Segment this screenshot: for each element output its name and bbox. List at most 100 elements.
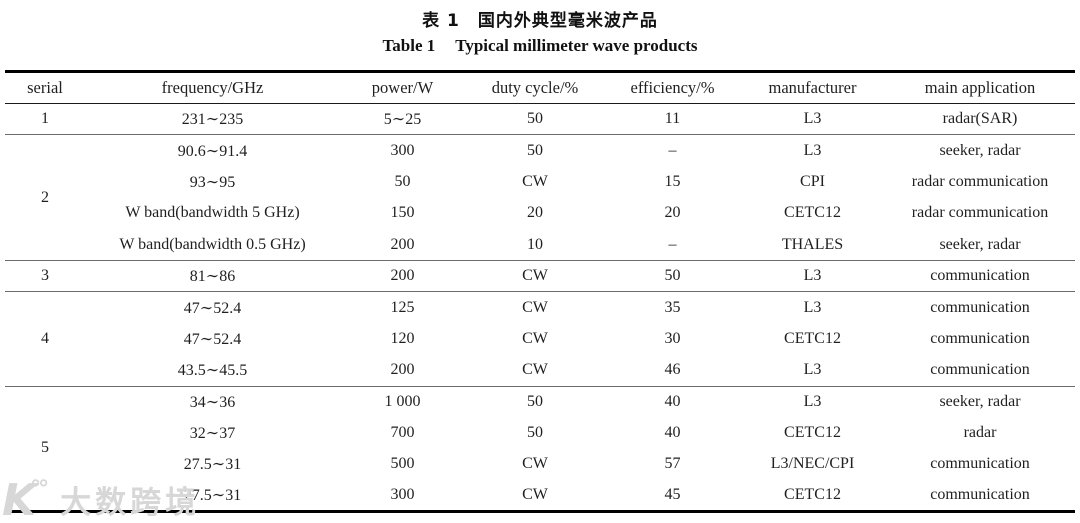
cell-power: 1 000 xyxy=(384,392,421,410)
cell-main-application: communication xyxy=(930,486,1030,504)
cell-efficiency: 40 xyxy=(664,424,681,442)
cell-manufacturer: L3 xyxy=(803,141,822,159)
watermark-text: 大数跨境 xyxy=(60,485,201,521)
table-row: 4 47∼52.4 125 CW 35 L3 communication xyxy=(5,291,1075,387)
cell-manufacturer: CETC12 xyxy=(784,204,841,222)
cell-efficiency: 40 xyxy=(664,392,681,410)
cell-manufacturer: THALES xyxy=(740,229,885,261)
watermark-logo-circles-icon: °° xyxy=(30,477,49,502)
table-title-english-label: Table 1 xyxy=(382,36,436,55)
cell-efficiency: 15 xyxy=(664,172,681,190)
cell-power: 125 xyxy=(390,298,415,316)
cell-manufacturer: L3 xyxy=(803,392,822,410)
millimeter-wave-products-table: serial frequency/GHz power/W duty cycle/… xyxy=(5,70,1075,514)
cell-manufacturer: L3 xyxy=(740,354,885,387)
cell-main-application: communication xyxy=(930,329,1030,347)
col-header-manufacturer: manufacturer xyxy=(740,71,885,104)
cell-duty-cycle: CW xyxy=(465,260,605,293)
cell-main-application: communication xyxy=(930,455,1030,473)
cell-efficiency: 46 xyxy=(605,354,740,387)
cell-efficiency: 11 xyxy=(605,103,740,136)
cell-main-application: communication xyxy=(885,354,1075,387)
cell-manufacturer: L3 xyxy=(740,260,885,293)
table-title-english: Table 1 Typical millimeter wave products xyxy=(0,36,1080,56)
table-row: 43.5∼45.5 200 CW 46 L3 communication xyxy=(5,354,1075,387)
watermark-logo-icon: K xyxy=(2,474,36,523)
table-row: W band(bandwidth 5 GHz) 150 20 20 CETC12 rada… xyxy=(5,198,1075,229)
cell-manufacturer: CETC12 xyxy=(784,486,841,504)
col-header-main-application: main application xyxy=(885,71,1075,104)
cell-duty-cycle: 20 xyxy=(527,204,543,222)
col-header-frequency: frequency/GHz xyxy=(85,71,340,104)
table-row: 3 81∼86 200 CW 50 L3 communication xyxy=(5,260,1075,293)
table-title-chinese: 表 1 国内外典型毫米波产品 xyxy=(0,6,1080,31)
cell-main-application: radar xyxy=(963,424,997,442)
cell-serial: 5 xyxy=(41,439,49,457)
cell-efficiency: 30 xyxy=(664,329,681,347)
cell-main-application: seeker, radar xyxy=(885,229,1075,261)
cell-efficiency: 35 xyxy=(664,298,681,316)
cell-manufacturer: L3 xyxy=(740,103,885,136)
cell-power: 5∼25 xyxy=(340,103,465,136)
cell-frequency: 47∼52.4 xyxy=(183,330,242,348)
cell-efficiency: – xyxy=(605,229,740,261)
cell-manufacturer: CETC12 xyxy=(784,329,841,347)
table-row: 27.5∼31 300 CW 45 CETC12 communication xyxy=(5,480,1075,511)
cell-duty-cycle: CW xyxy=(465,354,605,387)
cell-frequency: 90.6∼91.4 xyxy=(177,142,248,160)
cell-duty-cycle: 50 xyxy=(527,141,543,159)
cell-frequency: 43.5∼45.5 xyxy=(85,354,340,387)
cell-efficiency: 20 xyxy=(664,204,681,222)
cell-frequency: 27.5∼31 xyxy=(183,487,242,505)
cell-serial: 3 xyxy=(5,260,85,293)
col-header-power: power/W xyxy=(340,71,465,104)
cell-frequency: 81∼86 xyxy=(85,260,340,293)
table-title-chinese-text: 国内外典型毫米波产品 xyxy=(477,11,658,31)
cell-efficiency: 45 xyxy=(664,486,681,504)
table-row: 27.5∼31 500 CW 57 L3/NEC/CPI communication xyxy=(5,449,1075,480)
table-row: 32∼37 700 50 40 CETC12 radar xyxy=(5,417,1075,448)
cell-main-application: communication xyxy=(930,298,1030,316)
cell-frequency: W band(bandwidth 5 GHz) xyxy=(125,204,300,222)
table-header: serial frequency/GHz power/W duty cycle/… xyxy=(5,71,1075,104)
cell-duty-cycle: CW xyxy=(522,455,548,473)
cell-frequency: 34∼36 xyxy=(189,393,236,411)
cell-frequency: 27.5∼31 xyxy=(183,456,242,474)
cell-efficiency: 50 xyxy=(605,260,740,293)
cell-duty-cycle: 50 xyxy=(465,103,605,136)
cell-frequency: 32∼37 xyxy=(189,425,236,443)
cell-frequency: 231∼235 xyxy=(85,103,340,136)
cell-serial: 4 xyxy=(5,291,85,387)
cell-efficiency: – xyxy=(668,141,677,159)
cell-duty-cycle: CW xyxy=(522,486,548,504)
cell-power: 200 xyxy=(340,260,465,293)
cell-efficiency: 57 xyxy=(664,455,681,473)
cell-duty-cycle: CW xyxy=(522,172,548,190)
cell-frequency: W band(bandwidth 0.5 GHz) xyxy=(85,229,340,261)
table-title-chinese-label: 表 1 xyxy=(422,11,460,31)
cell-power: 50 xyxy=(394,172,411,190)
cell-main-application: radar communication xyxy=(911,172,1049,190)
cell-main-application: seeker, radar xyxy=(939,392,1021,410)
cell-power: 200 xyxy=(340,229,465,261)
table-body: 1 231∼235 5∼25 50 11 L3 radar(SAR) 2 90.6∼91.4 30… xyxy=(5,103,1075,512)
cell-manufacturer: L3/NEC/CPI xyxy=(770,455,855,473)
cell-power: 150 xyxy=(390,204,415,222)
cell-power: 200 xyxy=(340,354,465,387)
table-row: 93∼95 50 CW 15 CPI radar communication xyxy=(5,166,1075,197)
table-row: W band(bandwidth 0.5 GHz) 200 10– THALES see… xyxy=(5,229,1075,261)
cell-duty-cycle: 50 xyxy=(527,392,543,410)
cell-power: 300 xyxy=(390,486,415,504)
cell-main-application: radar communication xyxy=(911,204,1049,222)
watermark: K °° 大数跨境 xyxy=(2,474,201,523)
cell-manufacturer: CPI xyxy=(800,172,825,190)
cell-power: 700 xyxy=(390,424,415,442)
cell-manufacturer: CETC12 xyxy=(784,424,841,442)
table-title-english-text: Typical millimeter wave products xyxy=(455,36,698,55)
cell-frequency: 93∼95 xyxy=(189,173,236,191)
table-row: 5 34∼36 1 000 50 40 L3 seeker, radar xyxy=(5,386,1075,456)
table-row: 2 90.6∼91.4 300 50 – L3 seeker, radar xyxy=(5,134,1075,261)
cell-duty-cycle: CW xyxy=(522,329,548,347)
cell-serial: 1 xyxy=(5,103,85,136)
